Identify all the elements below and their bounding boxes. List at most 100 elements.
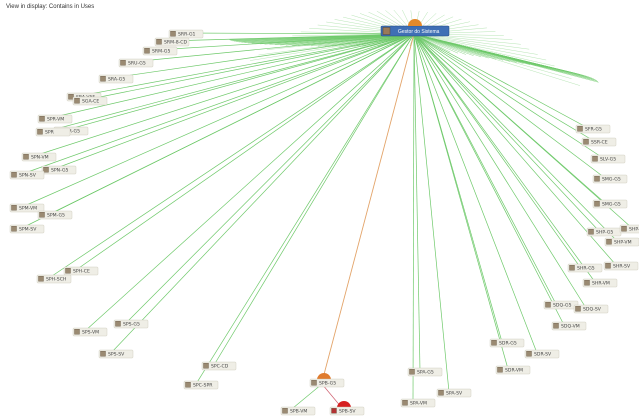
tree-node[interactable]: SDQ-SV [573, 304, 609, 314]
tree-node[interactable]: SPM-G5 [37, 210, 73, 220]
node-box[interactable] [142, 46, 178, 56]
tree-node[interactable]: SHP-SV [619, 224, 639, 234]
node-box[interactable] [35, 127, 71, 137]
node-box[interactable] [118, 58, 154, 68]
node-box[interactable] [309, 378, 345, 388]
node-label: SHR-G5 [577, 266, 595, 272]
node-edge [166, 33, 415, 42]
fan-edge [413, 33, 547, 61]
node-box[interactable] [603, 261, 639, 271]
node-box[interactable] [329, 406, 365, 416]
tree-node[interactable]: SPS-SV [98, 349, 134, 359]
tree-node[interactable]: SPH-SCH [36, 274, 72, 284]
tree-node[interactable]: SRM-8-CD [154, 37, 190, 47]
node-box[interactable] [590, 154, 626, 164]
tree-node[interactable]: SPM-SV [9, 224, 45, 234]
node-icon [409, 369, 415, 375]
node-edge [21, 33, 415, 229]
tree-node[interactable]: SHR-SV [603, 261, 639, 271]
node-box[interactable] [183, 380, 219, 390]
node-box[interactable] [201, 361, 237, 371]
tree-node[interactable]: SHR-VM [582, 278, 618, 288]
tree-node[interactable]: SPC-CD [201, 361, 237, 371]
tree-node[interactable]: SLV-G5 [590, 154, 626, 164]
tree-node[interactable]: SPN-SV [9, 170, 45, 180]
tree-node[interactable]: SPB-VM [280, 406, 316, 416]
node-box[interactable] [573, 304, 609, 314]
tree-node[interactable]: SRA-G5 [98, 74, 134, 84]
node-box[interactable] [37, 210, 73, 220]
node-box[interactable] [154, 37, 190, 47]
node-label: SDQ-VM [561, 324, 580, 330]
tree-node[interactable]: SDR-G5 [489, 338, 525, 348]
tree-node[interactable]: SHR-G5 [567, 263, 603, 273]
tree-node[interactable]: SPR-VM [37, 114, 73, 124]
tree-node[interactable]: SFR-G5 [575, 124, 611, 134]
node-box[interactable] [36, 274, 72, 284]
node-box[interactable] [9, 203, 45, 213]
node-box[interactable] [592, 174, 628, 184]
tree-node[interactable]: SSR-CE [581, 137, 617, 147]
node-box[interactable] [575, 124, 611, 134]
tree-node[interactable]: SMG-G5 [592, 199, 628, 209]
node-label: SRM-G5 [152, 49, 170, 55]
node-box[interactable] [9, 224, 45, 234]
tree-node[interactable]: SRM-G5 [142, 46, 178, 56]
node-box[interactable] [495, 365, 531, 375]
node-box[interactable] [407, 367, 443, 377]
tree-node[interactable]: SPA-VM [400, 398, 436, 408]
node-box[interactable] [582, 278, 618, 288]
tree-node[interactable]: SPM-VM [9, 203, 45, 213]
node-box[interactable] [280, 406, 316, 416]
tree-node[interactable]: SDR-VM [495, 365, 531, 375]
node-box[interactable] [436, 388, 472, 398]
node-box[interactable] [489, 338, 525, 348]
tree-node[interactable]: SPN-VM [21, 152, 57, 162]
node-label: SPR-G5 [63, 129, 80, 135]
tree-node[interactable]: SRU-G5 [118, 58, 154, 68]
fan-edge [413, 33, 530, 50]
node-edge [413, 33, 509, 370]
node-box[interactable] [581, 137, 617, 147]
node-label: SPR [45, 130, 55, 136]
tree-node[interactable]: SHP-G5 [586, 227, 622, 237]
node-box[interactable] [9, 170, 45, 180]
tree-node[interactable]: SPH-CE [63, 266, 99, 276]
node-box[interactable] [21, 152, 57, 162]
tree-node[interactable]: SDQ-G5 [543, 300, 579, 310]
node-box[interactable] [63, 266, 99, 276]
root-node[interactable]: Gestor do Sistema [380, 19, 450, 37]
node-box[interactable] [98, 74, 134, 84]
node-box[interactable] [604, 237, 639, 247]
node-icon [23, 153, 29, 160]
node-box[interactable] [551, 321, 587, 331]
node-box[interactable] [592, 199, 628, 209]
node-box[interactable] [113, 319, 149, 329]
node-box[interactable] [567, 263, 603, 273]
tree-node[interactable]: SPA-G5 [407, 367, 443, 377]
tree-node[interactable]: SPS-VM [72, 327, 108, 337]
node-edge [65, 33, 415, 131]
tree-node[interactable]: SPR [35, 127, 71, 137]
tree-node[interactable]: SRR-G1 [168, 29, 204, 39]
node-box[interactable] [98, 349, 134, 359]
node-box[interactable] [524, 349, 560, 359]
node-box[interactable] [400, 398, 436, 408]
node-box[interactable] [72, 327, 108, 337]
tree-node[interactable]: SHP-VM [604, 237, 639, 247]
tree-node[interactable]: SPN-G5 [41, 165, 77, 175]
tree-node[interactable]: SPS-G5 [113, 319, 149, 329]
node-box[interactable] [41, 165, 77, 175]
tree-node[interactable]: SDQ-VM [551, 321, 587, 331]
tree-node[interactable]: SMG-G5 [592, 174, 628, 184]
node-icon [588, 228, 594, 235]
node-box[interactable] [72, 96, 108, 106]
tree-node[interactable]: SPA-SV [436, 388, 472, 398]
tree-node[interactable]: SPC-SPR [183, 380, 219, 390]
tree-node[interactable]: SPB-SV [329, 401, 365, 416]
node-box[interactable] [37, 114, 73, 124]
tree-node[interactable]: SDR-SV [524, 349, 560, 359]
tree-node[interactable]: SPB-G5 [309, 373, 345, 388]
tree-node[interactable]: SGA-CE [72, 96, 108, 106]
